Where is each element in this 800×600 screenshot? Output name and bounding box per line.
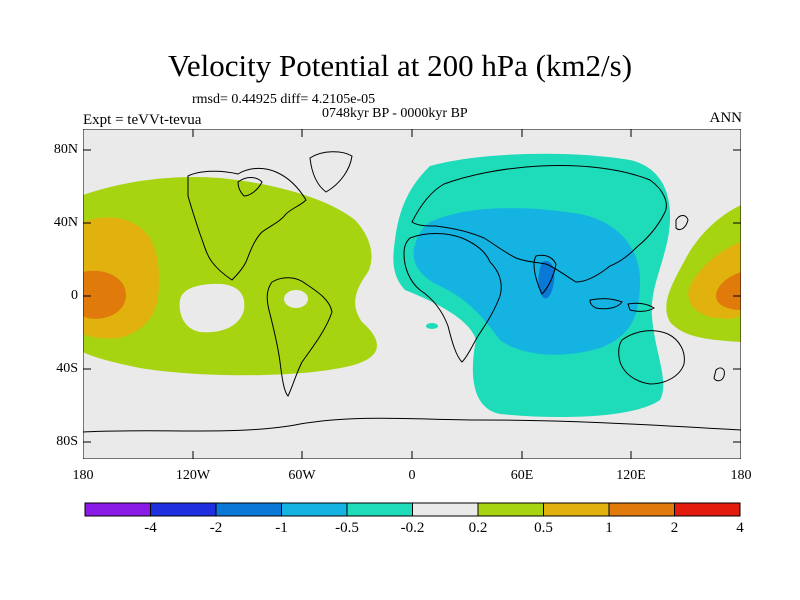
colorbar-swatch-7 bbox=[543, 502, 610, 517]
map-panel bbox=[83, 129, 741, 459]
colorbar-label: -2 bbox=[209, 520, 223, 536]
colorbar-swatch-6 bbox=[477, 502, 544, 517]
colorbar-swatch-9 bbox=[674, 502, 741, 517]
colorbar-label: -1 bbox=[275, 520, 288, 536]
map-ticks bbox=[83, 129, 741, 459]
colorbar-swatch-1 bbox=[150, 502, 217, 517]
colorbar-swatch-5 bbox=[412, 502, 479, 517]
colorbar-label: 0.5 bbox=[534, 520, 553, 536]
lon-label-120w: 120W bbox=[175, 468, 211, 483]
plot-title: Velocity Potential at 200 hPa (km2/s) bbox=[167, 48, 633, 83]
season-label: ANN bbox=[709, 110, 743, 126]
lat-label-80s: 80S bbox=[56, 434, 78, 449]
lat-label-0: 0 bbox=[71, 288, 78, 303]
positive-region-west bbox=[83, 176, 378, 376]
stats-text: rmsd= 0.44925 diff= 4.2105e-05 bbox=[192, 92, 376, 107]
neutral-pocket-amazon bbox=[284, 290, 308, 308]
colorbar-label: 0.2 bbox=[468, 520, 488, 536]
lon-label-60w: 60W bbox=[288, 468, 316, 483]
colorbar-swatch-2 bbox=[215, 502, 282, 517]
lat-label-80n: 80N bbox=[53, 142, 78, 157]
colorbar-label: -0.5 bbox=[335, 520, 359, 536]
lon-label-180e: 180 bbox=[730, 468, 752, 483]
negative-mid-east bbox=[413, 208, 640, 355]
experiment-label: Expt = teVVt-tevua bbox=[83, 112, 202, 128]
positive-core-east bbox=[716, 272, 741, 310]
lon-label-0: 0 bbox=[408, 468, 416, 483]
lon-label-120e: 120E bbox=[616, 468, 646, 483]
neutral-pocket-pacific bbox=[179, 283, 245, 333]
colorbar-swatch-0 bbox=[84, 502, 151, 517]
lon-label-180w: 180 bbox=[72, 468, 94, 483]
colorbar bbox=[84, 502, 741, 517]
colorbar-label: 4 bbox=[736, 520, 744, 536]
period-text: 0748kyr BP - 0000kyr BP bbox=[322, 106, 468, 121]
lat-label-40s: 40S bbox=[56, 361, 78, 376]
negative-blob-atlantic bbox=[426, 323, 438, 329]
colorbar-swatch-3 bbox=[281, 502, 348, 517]
coastlines bbox=[83, 151, 741, 433]
colorbar-label: -0.2 bbox=[400, 520, 425, 536]
colorbar-label: 2 bbox=[670, 520, 679, 536]
lon-label-60e: 60E bbox=[510, 468, 534, 483]
positive-core-west bbox=[83, 270, 126, 319]
negative-core-india bbox=[538, 260, 555, 299]
colorbar-swatch-4 bbox=[346, 502, 413, 517]
colorbar-swatch-8 bbox=[608, 502, 675, 517]
colorbar-label: 1 bbox=[605, 520, 613, 536]
colorbar-label: -4 bbox=[144, 520, 157, 536]
lat-label-40n: 40N bbox=[53, 215, 78, 230]
